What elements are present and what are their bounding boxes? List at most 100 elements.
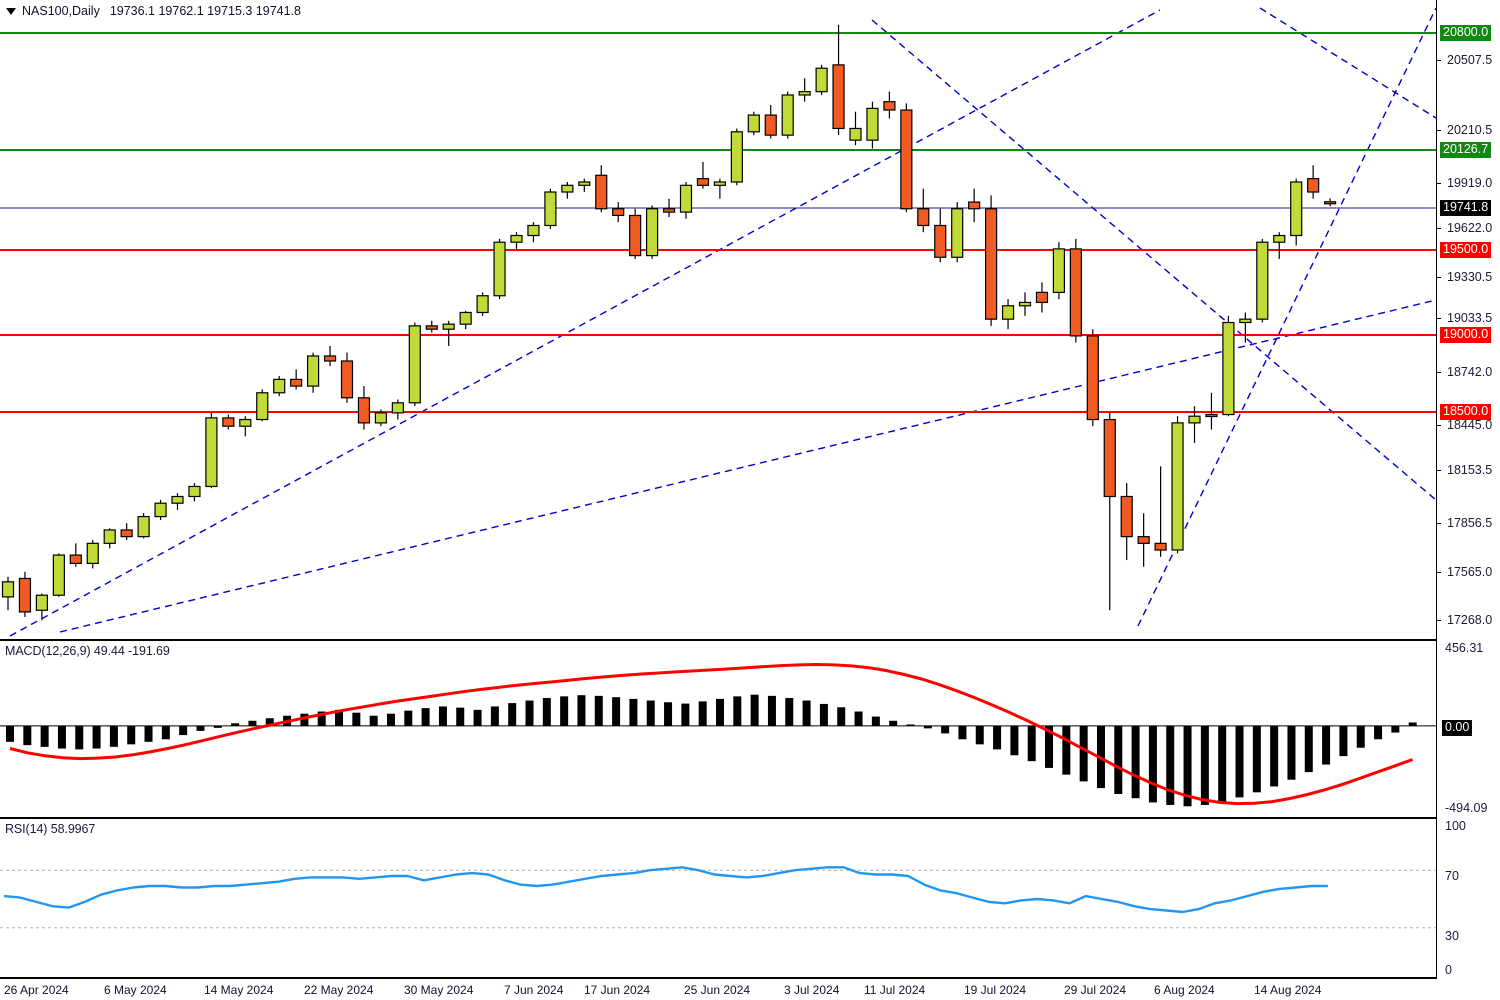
date-label[interactable]: 6 May 2024 xyxy=(104,983,167,997)
candle-body[interactable] xyxy=(476,295,489,314)
candle-body[interactable] xyxy=(730,131,743,183)
candle-body[interactable] xyxy=(883,101,896,111)
candle-body[interactable] xyxy=(612,208,625,217)
date-label[interactable]: 14 Aug 2024 xyxy=(1254,983,1322,997)
candle-body[interactable] xyxy=(120,529,133,538)
candle-body[interactable] xyxy=(35,594,49,611)
rsi-plot-area[interactable] xyxy=(0,819,1436,977)
candle-body[interactable] xyxy=(69,554,82,565)
candle-body[interactable] xyxy=(18,577,32,613)
candle-body[interactable] xyxy=(391,402,404,414)
candle-body[interactable] xyxy=(849,127,862,141)
candle-body[interactable] xyxy=(1018,301,1032,307)
price-pane[interactable]: NAS100,Daily 19736.1 19762.1 19715.3 197… xyxy=(0,0,1437,640)
candle-body[interactable] xyxy=(340,360,354,399)
candle-body[interactable] xyxy=(629,214,642,257)
candle-body[interactable] xyxy=(137,515,150,538)
price-level-badge[interactable]: 20126.7 xyxy=(1440,142,1492,158)
candle-body[interactable] xyxy=(205,417,218,488)
candle-body[interactable] xyxy=(764,114,777,136)
candle-body[interactable] xyxy=(747,114,760,133)
candle-body[interactable] xyxy=(1239,318,1252,324)
macd-plot-area[interactable] xyxy=(0,641,1436,817)
candle-body[interactable] xyxy=(561,184,574,193)
macd-zero-badge[interactable]: 0.00 xyxy=(1442,720,1473,736)
candle-body[interactable] xyxy=(1222,321,1235,416)
candle-body[interactable] xyxy=(86,542,99,565)
price-level-badge[interactable]: 20800.0 xyxy=(1440,25,1492,41)
candle-body[interactable] xyxy=(1035,291,1049,304)
candle-body[interactable] xyxy=(527,224,540,237)
candle-body[interactable] xyxy=(1256,241,1269,320)
candle-body[interactable] xyxy=(52,554,65,596)
candle-body[interactable] xyxy=(1103,418,1116,498)
candle-body[interactable] xyxy=(645,208,659,257)
candle-body[interactable] xyxy=(1052,248,1066,293)
candle-body[interactable] xyxy=(222,417,235,427)
date-label[interactable]: 11 Jul 2024 xyxy=(864,983,926,997)
candle-body[interactable] xyxy=(832,64,845,130)
date-label[interactable]: 22 May 2024 xyxy=(304,983,374,997)
candle-body[interactable] xyxy=(696,178,710,186)
candle-body[interactable] xyxy=(1323,201,1337,205)
candle-body[interactable] xyxy=(442,323,455,330)
candle-body[interactable] xyxy=(578,181,591,186)
price-plot-area[interactable] xyxy=(0,0,1436,639)
candle-body[interactable] xyxy=(1137,536,1150,544)
candle-body[interactable] xyxy=(290,378,303,387)
candle-body[interactable] xyxy=(239,418,252,427)
date-label[interactable]: 17 Jun 2024 xyxy=(584,983,651,997)
candle-body[interactable] xyxy=(1273,234,1286,243)
candle-body[interactable] xyxy=(188,485,201,498)
macd-pane[interactable]: MACD(12,26,9) 49.44 -191.69 xyxy=(0,640,1437,818)
candle-body[interactable] xyxy=(815,67,828,93)
candle-body[interactable] xyxy=(900,109,913,210)
candle-body[interactable] xyxy=(1001,305,1015,320)
trendline-4[interactable] xyxy=(1259,7,1436,119)
candle-body[interactable] xyxy=(713,181,727,186)
candle-body[interactable] xyxy=(662,208,676,213)
candle-body[interactable] xyxy=(1120,495,1133,538)
candle-body[interactable] xyxy=(1171,422,1184,551)
date-label[interactable]: 19 Jul 2024 xyxy=(964,983,1027,997)
candle-body[interactable] xyxy=(1188,415,1201,424)
candle-body[interactable] xyxy=(357,397,371,424)
candle-body[interactable] xyxy=(951,208,964,258)
candle-body[interactable] xyxy=(1154,542,1167,551)
trendline-1[interactable] xyxy=(59,299,1436,633)
candle-body[interactable] xyxy=(1290,181,1303,237)
candle-body[interactable] xyxy=(307,355,320,387)
candle-body[interactable] xyxy=(544,191,557,227)
candle-body[interactable] xyxy=(917,208,930,227)
candle-body[interactable] xyxy=(493,241,506,297)
candle-body[interactable] xyxy=(408,325,421,404)
candle-body[interactable] xyxy=(323,355,337,362)
date-label[interactable]: 26 Apr 2024 xyxy=(4,983,69,997)
candle-body[interactable] xyxy=(781,94,794,136)
candle-body[interactable] xyxy=(103,529,116,544)
date-label[interactable]: 30 May 2024 xyxy=(404,983,474,997)
candle-body[interactable] xyxy=(968,201,981,210)
candle-body[interactable] xyxy=(934,224,947,258)
triangle-down-icon[interactable] xyxy=(6,7,16,15)
candle-body[interactable] xyxy=(1086,335,1099,421)
candle-body[interactable] xyxy=(459,311,472,325)
price-level-badge[interactable]: 19000.0 xyxy=(1440,327,1492,343)
candle-body[interactable] xyxy=(798,91,811,96)
candle-body[interactable] xyxy=(425,325,438,330)
trendline-2[interactable] xyxy=(871,19,1436,501)
price-level-badge[interactable]: 19741.8 xyxy=(1440,200,1492,216)
candle-body[interactable] xyxy=(984,208,998,320)
candle-body[interactable] xyxy=(171,495,184,504)
price-level-badge[interactable]: 18500.0 xyxy=(1440,404,1492,420)
candle-body[interactable] xyxy=(679,184,693,213)
candle-body[interactable] xyxy=(273,378,286,394)
date-label[interactable]: 6 Aug 2024 xyxy=(1154,983,1215,997)
trendline-3[interactable] xyxy=(1137,7,1436,627)
trendline-0[interactable] xyxy=(9,9,1161,637)
candle-body[interactable] xyxy=(510,234,523,243)
date-label[interactable]: 14 May 2024 xyxy=(204,983,274,997)
date-label[interactable]: 7 Jun 2024 xyxy=(504,983,564,997)
candle-body[interactable] xyxy=(256,392,269,421)
price-scale-column[interactable]: 20507.5 20210.5 19919.0 19622.0 19330.5 19033… xyxy=(1437,0,1500,1000)
